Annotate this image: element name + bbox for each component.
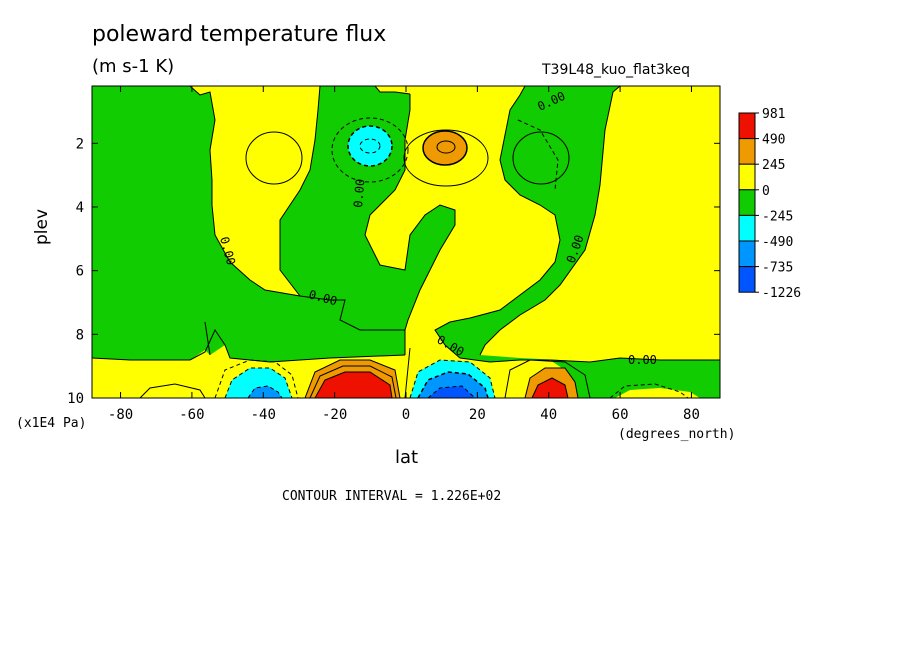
pos-cell-upper	[423, 131, 467, 165]
y-tick-label: 6	[76, 264, 84, 280]
neg-region-sw	[205, 322, 225, 355]
y-tick-label: 2	[76, 136, 84, 152]
legend-label: -1226	[762, 286, 801, 301]
legend-swatch	[738, 240, 756, 268]
legend-label: -245	[762, 209, 793, 224]
chart-units: (m s-1 K)	[92, 56, 175, 77]
y-tick-label: 8	[76, 327, 84, 343]
legend-label: 245	[762, 158, 785, 173]
legend-swatch	[738, 214, 756, 242]
axis-ticks: -80 -60 -40 -20 0 20 40 60 80 2 4 6 8 10	[67, 86, 720, 423]
neg-region-east	[435, 86, 720, 398]
legend-swatch	[738, 266, 756, 293]
x-tick-label: 80	[683, 407, 700, 423]
x-axis-label: lat	[395, 447, 419, 468]
contour-label: 0.00	[351, 178, 367, 208]
x-tick-label: 60	[612, 407, 629, 423]
legend-label: -735	[762, 261, 793, 276]
contour-label: 0.00	[628, 353, 657, 367]
legend-label: 490	[762, 133, 785, 148]
legend-label: 981	[762, 107, 785, 122]
contour-lines	[92, 86, 720, 398]
run-label: T39L48_kuo_flat3keq	[542, 62, 690, 78]
x-tick-label: -80	[108, 407, 133, 423]
negative-contour-lines	[214, 117, 689, 398]
contour-interval: CONTOUR INTERVAL = 1.226E+02	[282, 489, 502, 504]
legend-swatch	[738, 189, 756, 216]
x-tick-label: -20	[322, 407, 347, 423]
neg-region-west	[92, 86, 405, 362]
neg-region-center	[280, 86, 455, 330]
legend-swatch	[738, 112, 756, 140]
y-tick-label: 10	[67, 391, 84, 407]
y-axis-units: (x1E4 Pa)	[16, 416, 87, 431]
legend-swatch	[738, 138, 756, 165]
y-tick-label: 4	[76, 200, 84, 216]
x-tick-label: 20	[469, 407, 486, 423]
x-tick-label: -40	[251, 407, 276, 423]
x-axis-units: (degrees_north)	[618, 427, 736, 442]
x-tick-label: 0	[402, 407, 410, 423]
legend-label: 0	[762, 184, 770, 199]
x-tick-label: -60	[179, 407, 204, 423]
color-legend: 981 490 245 0 -245 -490 -735 -1226	[738, 107, 801, 301]
contour-field: 0.00 0.00 0.00 0.00 0.00 0.00 0.00	[92, 86, 720, 398]
legend-label: -490	[762, 235, 793, 250]
x-tick-label: 40	[540, 407, 557, 423]
legend-swatch	[738, 163, 756, 191]
chart-title: poleward temperature flux	[92, 22, 387, 47]
